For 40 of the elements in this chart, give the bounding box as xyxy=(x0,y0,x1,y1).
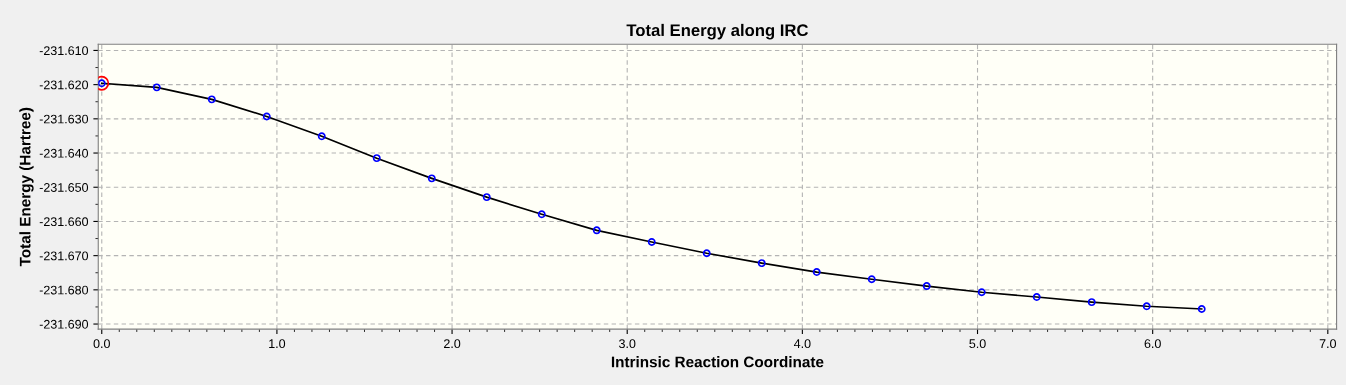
x-tick-label: 3.0 xyxy=(619,339,636,349)
x-tick-label: 0.0 xyxy=(93,339,110,349)
point xyxy=(812,268,821,277)
x-tick-label: 7.0 xyxy=(1319,339,1337,349)
point xyxy=(1087,298,1096,307)
point xyxy=(482,193,491,202)
point xyxy=(537,210,546,219)
point xyxy=(152,83,161,92)
point xyxy=(647,238,656,246)
point xyxy=(1197,305,1206,313)
y-tick-label: -231.690 xyxy=(39,319,89,329)
point xyxy=(922,282,931,291)
point xyxy=(1032,293,1041,301)
point xyxy=(262,112,271,121)
x-tick-label: 2.0 xyxy=(444,339,461,349)
point xyxy=(757,259,766,268)
point xyxy=(1142,302,1151,311)
y-tick-label: -231.660 xyxy=(39,217,89,227)
point xyxy=(592,226,601,235)
x-axis-title: Intrinsic Reaction Coordinate xyxy=(611,356,824,368)
point xyxy=(867,275,876,284)
point xyxy=(702,249,711,258)
y-tick-label: -231.610 xyxy=(39,46,89,56)
point xyxy=(427,174,436,183)
x-tick-label: 1.0 xyxy=(269,339,286,349)
y-tick-label: -231.670 xyxy=(39,251,89,261)
y-tick-label: -231.630 xyxy=(39,114,89,124)
y-axis-title: Total Energy (Hartree) xyxy=(19,107,34,267)
y-tick-label: -231.650 xyxy=(39,183,89,192)
x-tick-label: 4.0 xyxy=(793,339,811,349)
chart-title: Total Energy along IRC xyxy=(626,23,809,40)
y-tick-label: -231.620 xyxy=(39,80,89,90)
point xyxy=(977,288,986,297)
point xyxy=(207,95,216,104)
point xyxy=(317,132,326,141)
x-tick-label: 5.0 xyxy=(969,339,986,349)
point xyxy=(372,154,381,163)
y-tick-label: -231.680 xyxy=(39,285,89,295)
y-tick-label: -231.640 xyxy=(39,148,89,158)
x-tick-label: 6.0 xyxy=(1144,339,1161,349)
